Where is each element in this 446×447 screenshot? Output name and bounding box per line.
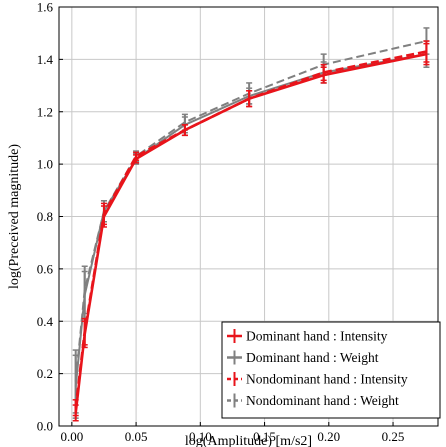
plot-series	[72, 27, 430, 422]
y-tick-label: 1.4	[37, 52, 54, 67]
y-tick-label: 0.2	[37, 366, 53, 381]
legend-label: Dominant hand : Intensity	[246, 329, 388, 344]
series-line	[74, 50, 427, 408]
legend: Dominant hand : Intensity Dominant hand :…	[221, 321, 441, 419]
x-tick-label: 0.15	[253, 429, 276, 444]
y-axis-title: log(Preceived magnitude)	[7, 144, 22, 289]
x-tick-label: 0.00	[60, 429, 83, 444]
axis-ticks: 0.00 0.05 0.10 0.15 0.20 0.25 0.0 0.2 0.4 0.6 0.8 1…	[37, 0, 405, 444]
series-line	[74, 40, 427, 382]
grid	[59, 6, 438, 427]
y-tick-label: 1.6	[37, 0, 54, 15]
series-2	[72, 40, 430, 417]
x-tick-label: 0.10	[189, 429, 212, 444]
x-axis-title: log(Amplitude) [m/s2]	[185, 434, 312, 447]
y-tick-label: 0.0	[37, 419, 53, 434]
legend-label: Nondominant hand : Weight	[246, 393, 399, 408]
legend-label: Nondominant hand : Intensity	[246, 372, 408, 387]
y-tick-label: 1.2	[37, 104, 53, 119]
y-tick-label: 0.6	[37, 261, 54, 276]
x-tick-label: 0.20	[317, 429, 340, 444]
y-tick-label: 0.8	[37, 209, 53, 224]
legend-box	[221, 321, 441, 419]
x-tick-label: 0.05	[125, 429, 148, 444]
y-tick-label: 0.4	[37, 314, 54, 329]
y-tick-label: 1.0	[37, 157, 53, 172]
legend-label: Dominant hand : Weight	[246, 350, 379, 365]
x-tick-label: 0.25	[382, 429, 405, 444]
